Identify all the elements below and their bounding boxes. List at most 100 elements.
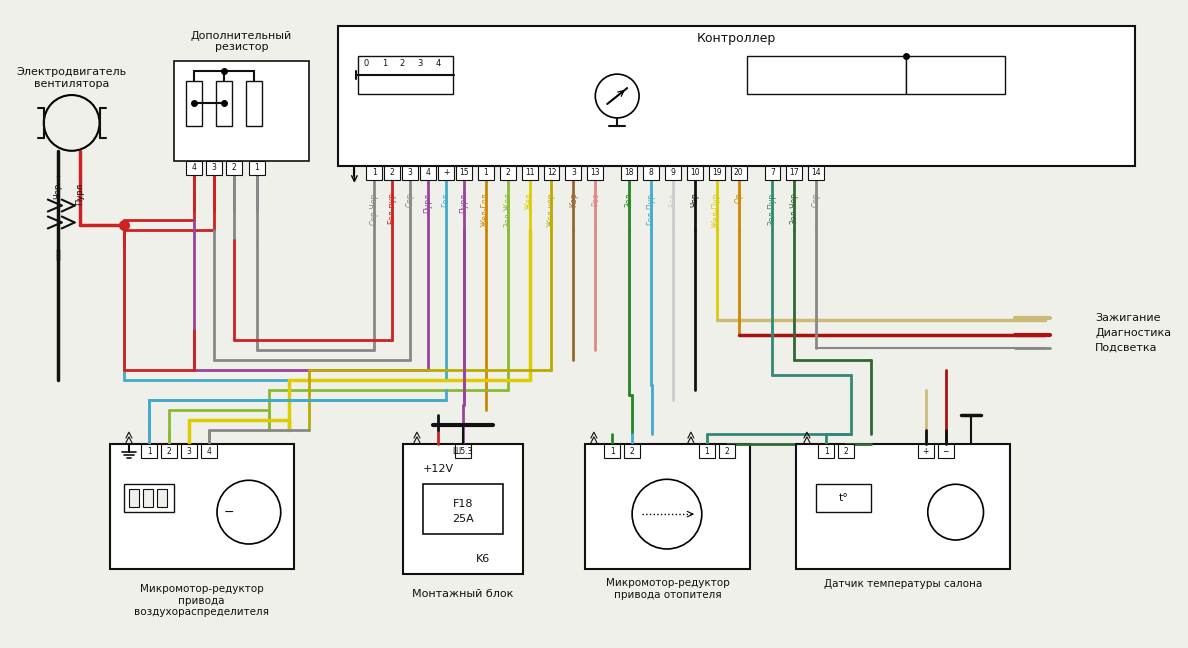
Text: Жел: Жел <box>525 192 535 211</box>
Bar <box>109 445 293 569</box>
Bar <box>731 166 746 179</box>
Text: 2: 2 <box>725 447 729 456</box>
Text: 3: 3 <box>417 59 423 67</box>
Text: Чер: Чер <box>690 192 700 207</box>
Text: 12: 12 <box>546 168 556 177</box>
Bar <box>587 166 604 179</box>
Text: −: − <box>942 447 949 456</box>
Bar <box>786 166 802 179</box>
Text: Бел-пур: Бел-пур <box>387 192 397 224</box>
Text: Пурл: Пурл <box>460 192 468 213</box>
Text: 7: 7 <box>770 168 775 177</box>
Text: Электродвигатель
вентилятора: Электродвигатель вентилятора <box>17 67 127 89</box>
Bar <box>359 56 453 94</box>
Text: Зажигание: Зажигание <box>1095 313 1161 323</box>
Text: 3: 3 <box>571 168 576 177</box>
Text: 4: 4 <box>191 163 196 172</box>
Text: t°: t° <box>839 493 849 503</box>
Text: 17: 17 <box>790 168 800 177</box>
Bar <box>699 445 715 458</box>
Text: Контроллер: Контроллер <box>697 32 776 45</box>
Text: ≫: ≫ <box>411 430 424 443</box>
Bar <box>808 166 824 179</box>
Text: ≫: ≫ <box>122 430 135 443</box>
Bar <box>141 445 157 458</box>
Text: +: + <box>443 168 449 177</box>
Bar <box>906 56 1005 94</box>
Bar <box>216 81 232 126</box>
Bar <box>544 166 560 179</box>
Text: 1: 1 <box>147 447 152 456</box>
Bar <box>937 445 954 458</box>
Text: ≫: ≫ <box>685 430 699 443</box>
Text: Микромотор-редуктор
привода
воздухораспределителя: Микромотор-редуктор привода воздухораспр… <box>134 584 268 618</box>
Bar <box>565 166 581 179</box>
Text: 9: 9 <box>670 168 675 177</box>
Bar <box>187 81 202 126</box>
Bar <box>624 445 640 458</box>
Text: 1: 1 <box>372 168 377 177</box>
Bar <box>605 445 620 458</box>
Text: 1: 1 <box>704 447 709 456</box>
Bar <box>643 166 659 179</box>
Text: 2: 2 <box>399 59 405 67</box>
Bar <box>366 166 383 179</box>
Text: 1: 1 <box>381 59 387 67</box>
Text: Роз: Роз <box>590 192 600 206</box>
Text: Зел-Чер: Зел-Чер <box>790 192 798 224</box>
Text: 0: 0 <box>364 59 369 67</box>
Text: 13: 13 <box>590 168 600 177</box>
Text: Зел-Пур: Зел-Пур <box>767 192 777 225</box>
Bar <box>339 27 1135 166</box>
Text: Бел: Бел <box>669 192 677 207</box>
Text: Гол: Гол <box>442 192 450 207</box>
Text: 2: 2 <box>390 168 394 177</box>
Text: Микромотор-редуктор
привода отопителя: Микромотор-редуктор привода отопителя <box>606 578 729 599</box>
Bar <box>719 445 734 458</box>
Text: 2: 2 <box>505 168 510 177</box>
Bar <box>187 161 202 175</box>
Text: 1: 1 <box>484 168 488 177</box>
Bar <box>687 166 703 179</box>
Text: Диагностика: Диагностика <box>1095 328 1171 338</box>
Text: Зел: Зел <box>625 192 633 207</box>
Text: +: + <box>923 447 929 456</box>
Bar <box>839 445 854 458</box>
Bar <box>522 166 537 179</box>
Bar <box>162 445 177 458</box>
Text: 15: 15 <box>459 168 469 177</box>
Bar <box>246 81 261 126</box>
Text: 2: 2 <box>630 447 634 456</box>
Text: 1: 1 <box>609 447 614 456</box>
Text: Жел-Пур: Жел-Пур <box>713 192 721 228</box>
Text: 2: 2 <box>843 447 848 456</box>
Text: 2: 2 <box>166 447 171 456</box>
Text: 2: 2 <box>232 163 236 172</box>
Text: 20: 20 <box>734 168 744 177</box>
Text: Сер-Чер: Сер-Чер <box>369 192 379 225</box>
Bar <box>182 445 197 458</box>
Bar <box>226 161 242 175</box>
Bar <box>665 166 681 179</box>
Bar <box>918 445 934 458</box>
Text: F18: F18 <box>453 499 473 509</box>
Text: 3: 3 <box>211 163 216 172</box>
Text: Дополнительный
резистор: Дополнительный резистор <box>191 30 292 52</box>
Bar <box>456 166 472 179</box>
Text: 10: 10 <box>690 168 700 177</box>
Text: 4: 4 <box>435 59 441 67</box>
Text: ≫: ≫ <box>802 430 815 443</box>
Bar <box>125 484 175 512</box>
Text: ≫: ≫ <box>589 430 602 443</box>
Text: Пурл: Пурл <box>75 183 84 205</box>
Text: Жел-Гол: Жел-Гол <box>481 192 491 227</box>
Bar <box>421 166 436 179</box>
Bar <box>478 166 494 179</box>
Bar <box>248 161 265 175</box>
Text: Ш5.3: Ш5.3 <box>453 447 473 456</box>
Text: 25A: 25A <box>451 514 474 524</box>
Text: Датчик температуры салона: Датчик температуры салона <box>824 579 982 589</box>
Text: Чер: Чер <box>53 183 62 199</box>
Bar <box>746 56 906 94</box>
Text: 19: 19 <box>712 168 721 177</box>
